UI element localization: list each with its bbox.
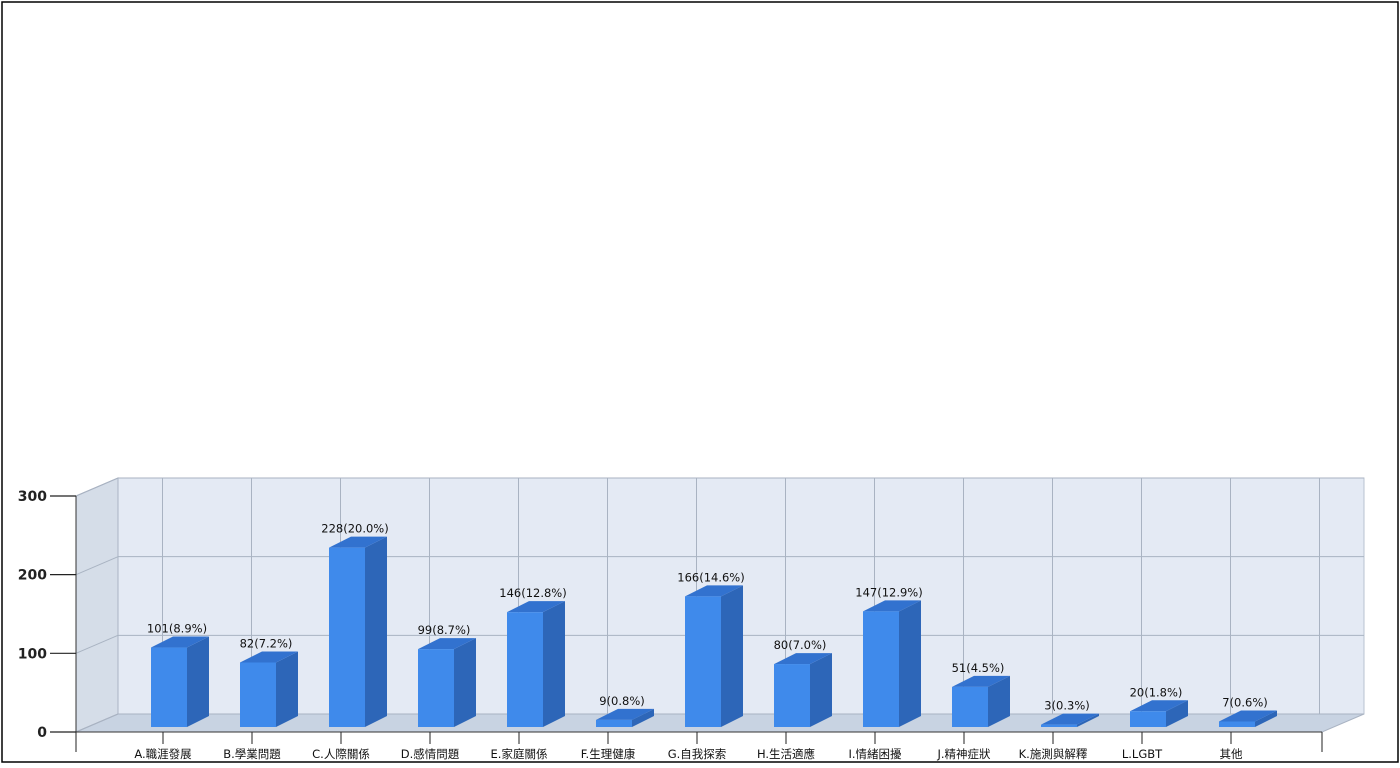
data-label: 228(20.0%) xyxy=(321,522,388,536)
bar-top xyxy=(1130,700,1188,712)
data-label: 101(8.9%) xyxy=(147,622,207,636)
bar-top xyxy=(952,675,1010,687)
bar-front xyxy=(151,647,187,727)
x-tick-label: B.學業問題 xyxy=(223,747,281,761)
bar-side xyxy=(276,651,298,727)
x-tick-label: J.精神症狀 xyxy=(936,747,991,761)
bar-2 xyxy=(240,651,298,727)
bar-side xyxy=(543,601,565,727)
bar-3 xyxy=(329,536,387,727)
bars: 101(8.9%) 82(7.2%) 228(20.0%) 99(8.7%) 146(1… xyxy=(147,522,1277,727)
bar-side xyxy=(1166,700,1188,727)
bar-top xyxy=(1219,710,1277,722)
x-tick-label: C.人際關係 xyxy=(312,747,370,761)
bar-side xyxy=(632,708,654,727)
gridline-side xyxy=(75,556,119,576)
bar-front xyxy=(596,719,632,727)
data-label: 99(8.7%) xyxy=(418,623,471,637)
x-tick-label: E.家庭關係 xyxy=(491,747,548,761)
data-label: 3(0.3%) xyxy=(1044,699,1090,713)
bar-top xyxy=(507,601,565,613)
bar-13 xyxy=(1219,710,1277,727)
y-tick-label: 300 xyxy=(18,489,47,505)
bar-top xyxy=(240,651,298,663)
x-tick-label: G.自我探索 xyxy=(668,747,727,761)
bar-top xyxy=(418,638,476,650)
gridline-side xyxy=(75,477,119,497)
bar-side xyxy=(454,638,476,727)
x-tick-label: 其他 xyxy=(1220,747,1243,761)
data-label: 20(1.8%) xyxy=(1130,685,1183,699)
bar-4 xyxy=(418,638,476,727)
y-tick-label: 100 xyxy=(18,646,47,662)
bar-front xyxy=(329,547,365,727)
bar-side xyxy=(1077,713,1099,727)
x-tick-label: D.感情問題 xyxy=(401,747,460,761)
bar-8 xyxy=(774,653,832,727)
bar-side xyxy=(810,653,832,727)
bar-front xyxy=(1041,724,1077,727)
bar-top xyxy=(329,536,387,548)
bar-11 xyxy=(1041,713,1099,727)
bar-side xyxy=(1255,710,1277,727)
data-label: 166(14.6%) xyxy=(677,570,744,584)
bar-7 xyxy=(685,585,743,727)
bar-front xyxy=(507,612,543,727)
bar-front xyxy=(952,686,988,727)
side-wall xyxy=(75,477,119,733)
bar-top xyxy=(685,585,743,597)
bar-top xyxy=(151,636,209,648)
data-label: 80(7.0%) xyxy=(774,638,827,652)
data-label: 147(12.9%) xyxy=(855,585,922,599)
data-label: 51(4.5%) xyxy=(952,661,1005,675)
data-label: 7(0.6%) xyxy=(1222,695,1268,709)
bar-front xyxy=(685,596,721,727)
x-axis: A.職涯發展 B.學業問題 C.人際關係 D.感情問題 E.家庭關係 F.生理健康 G.自我… xyxy=(75,731,1323,761)
bar-5 xyxy=(507,601,565,727)
x-tick-label: K.施測與解釋 xyxy=(1019,747,1088,761)
x-tick-label: F.生理健康 xyxy=(581,747,636,761)
x-tick-label: H.生活適應 xyxy=(757,747,815,761)
bar-top xyxy=(1041,713,1099,725)
x-tick-label: I.情緒困擾 xyxy=(848,747,902,761)
gridline-side xyxy=(75,634,119,654)
y-tick-label: 200 xyxy=(18,568,47,584)
bar-9 xyxy=(863,600,921,727)
bar-front xyxy=(240,662,276,727)
data-label: 146(12.8%) xyxy=(499,586,566,600)
bar-side xyxy=(187,636,209,727)
bar-top xyxy=(863,600,921,612)
y-axis: 0 100 200 300 xyxy=(18,489,77,741)
bar-12 xyxy=(1130,700,1188,727)
y-tick-label: 0 xyxy=(37,725,47,741)
bar-front xyxy=(774,664,810,727)
bar-10 xyxy=(952,675,1010,727)
data-label: 9(0.8%) xyxy=(599,694,645,708)
bar-top xyxy=(774,653,832,665)
bar-side xyxy=(721,585,743,727)
bar-6 xyxy=(596,708,654,727)
bar-side xyxy=(899,600,921,727)
gridline-side xyxy=(75,713,119,733)
bar-front xyxy=(1130,711,1166,727)
x-tick-label: L.LGBT xyxy=(1122,747,1163,761)
bar-front xyxy=(863,611,899,727)
bar-front xyxy=(1219,721,1255,727)
bar-front xyxy=(418,649,454,727)
bar-side xyxy=(365,536,387,727)
bar-1 xyxy=(151,636,209,727)
data-label: 82(7.2%) xyxy=(240,636,293,650)
bar-side xyxy=(988,675,1010,727)
x-tick-label: A.職涯發展 xyxy=(134,747,192,761)
bar-top xyxy=(596,708,654,720)
